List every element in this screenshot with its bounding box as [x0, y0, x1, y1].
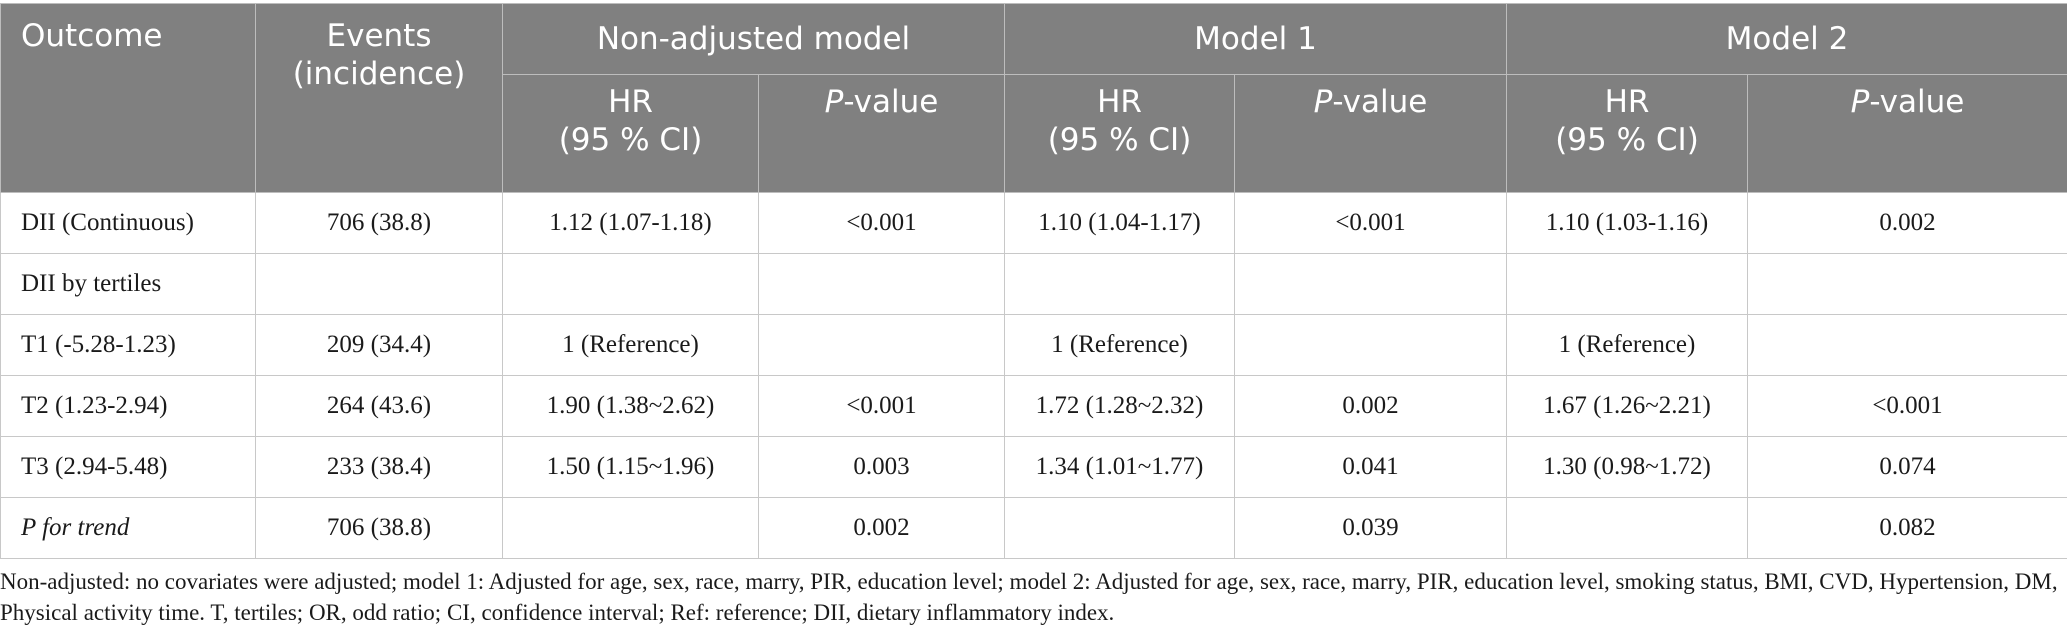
cell-value — [758, 314, 1005, 376]
header-events-line2: (incidence) — [292, 56, 466, 92]
cell-value — [758, 253, 1005, 315]
table-footnote: Non-adjusted: no covariates were adjuste… — [0, 569, 2058, 625]
header-p-value: P-value — [758, 74, 1005, 193]
cell-outcome: T1 (-5.28-1.23) — [0, 314, 256, 376]
cell-value: 1.34 (1.01~1.77) — [1004, 436, 1235, 498]
cell-outcome: P for trend — [0, 497, 256, 559]
header-model-2: Model 2 — [1506, 3, 2067, 75]
table-row: DII (Continuous) 706 (38.8) 1.12 (1.07-1… — [0, 192, 2067, 254]
cell-outcome: DII (Continuous) — [0, 192, 256, 254]
cell-value: 1 (Reference) — [502, 314, 759, 376]
cell-value — [1234, 314, 1507, 376]
cell-value: 0.002 — [1234, 375, 1507, 437]
cell-outcome: DII by tertiles — [0, 253, 256, 315]
cell-value: <0.001 — [758, 375, 1005, 437]
cell-value: <0.001 — [1234, 192, 1507, 254]
cell-value — [502, 497, 759, 559]
cell-value — [1747, 314, 2067, 376]
cell-value: 1.72 (1.28~2.32) — [1004, 375, 1235, 437]
cell-value: <0.001 — [758, 192, 1005, 254]
table-row: T1 (-5.28-1.23) 209 (34.4) 1 (Reference)… — [0, 314, 2067, 376]
cell-value: 0.041 — [1234, 436, 1507, 498]
table-row: T2 (1.23-2.94) 264 (43.6) 1.90 (1.38~2.6… — [0, 375, 2067, 437]
cell-value — [1004, 253, 1235, 315]
cell-value: 1.10 (1.04-1.17) — [1004, 192, 1235, 254]
cell-value: 0.039 — [1234, 497, 1507, 559]
header-p-value: P-value — [1747, 74, 2067, 193]
cell-value: 1.10 (1.03-1.16) — [1506, 192, 1748, 254]
header-events: Events (incidence) — [255, 3, 503, 193]
cell-value: 0.002 — [758, 497, 1005, 559]
table-row: DII by tertiles — [0, 253, 2067, 315]
cell-value: 1.12 (1.07-1.18) — [502, 192, 759, 254]
cell-value: 1.30 (0.98~1.72) — [1506, 436, 1748, 498]
cell-outcome: T3 (2.94-5.48) — [0, 436, 256, 498]
header-p-value: P-value — [1234, 74, 1507, 193]
cell-events: 706 (38.8) — [255, 497, 503, 559]
table-row: T3 (2.94-5.48) 233 (38.4) 1.50 (1.15~1.9… — [0, 436, 2067, 498]
cell-value — [1506, 253, 1748, 315]
header-outcome: Outcome — [0, 3, 256, 193]
cell-value: 0.002 — [1747, 192, 2067, 254]
cell-events — [255, 253, 503, 315]
cell-events: 233 (38.4) — [255, 436, 503, 498]
cell-value: 0.003 — [758, 436, 1005, 498]
cell-events: 706 (38.8) — [255, 192, 503, 254]
header-hr: HR (95 % CI) — [502, 74, 759, 193]
header-hr: HR (95 % CI) — [1506, 74, 1748, 193]
cell-value — [1747, 253, 2067, 315]
header-non-adjusted-model: Non-adjusted model — [502, 3, 1005, 75]
cell-value: 1.67 (1.26~2.21) — [1506, 375, 1748, 437]
cell-value: 1.50 (1.15~1.96) — [502, 436, 759, 498]
cell-value: <0.001 — [1747, 375, 2067, 437]
cell-value — [1234, 253, 1507, 315]
header-model-1: Model 1 — [1004, 3, 1507, 75]
cell-value — [1506, 497, 1748, 559]
header-hr: HR (95 % CI) — [1004, 74, 1235, 193]
cell-value: 0.082 — [1747, 497, 2067, 559]
cell-value: 1.90 (1.38~2.62) — [502, 375, 759, 437]
header-events-line1: Events — [326, 18, 432, 54]
cell-value: 1 (Reference) — [1506, 314, 1748, 376]
cell-events: 264 (43.6) — [255, 375, 503, 437]
cell-value: 1 (Reference) — [1004, 314, 1235, 376]
cell-value — [502, 253, 759, 315]
cell-events: 209 (34.4) — [255, 314, 503, 376]
table-row: P for trend 706 (38.8) 0.002 0.039 0.082 — [0, 497, 2067, 559]
cell-value: 0.074 — [1747, 436, 2067, 498]
cell-outcome: T2 (1.23-2.94) — [0, 375, 256, 437]
results-table: Outcome Events (incidence) Non-adjusted … — [0, 3, 2067, 559]
cell-value — [1004, 497, 1235, 559]
